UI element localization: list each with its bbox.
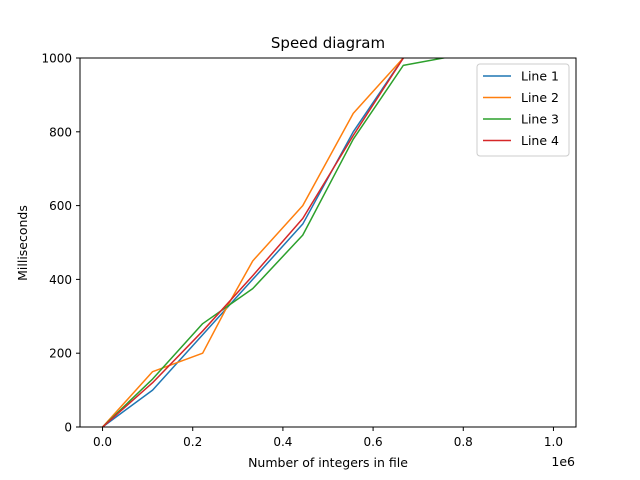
y-tick-label: 200 — [49, 347, 72, 361]
x-axis-ticks: 0.0 0.2 0.4 0.6 0.8 1.0 — [93, 427, 563, 449]
x-axis-offset-label: 1e6 — [551, 454, 575, 469]
y-tick-label: 0 — [64, 421, 72, 435]
x-tick-label: 0.2 — [183, 435, 202, 449]
y-tick-label: 800 — [49, 125, 72, 139]
x-tick-label: 0.6 — [364, 435, 383, 449]
x-tick-label: 0.4 — [273, 435, 292, 449]
x-tick-label: 0.8 — [454, 435, 473, 449]
y-axis-label: Milliseconds — [15, 205, 30, 281]
x-tick-label: 0.0 — [93, 435, 112, 449]
series-line-1 — [101, 58, 405, 427]
y-tick-label: 400 — [49, 273, 72, 287]
x-axis-label: Number of integers in file — [248, 455, 408, 470]
legend-label-4: Line 4 — [521, 133, 559, 148]
legend-label-3: Line 3 — [521, 112, 559, 127]
plot-frame — [79, 57, 577, 428]
legend-box — [476, 63, 570, 157]
legend-label-1: Line 1 — [521, 69, 559, 84]
chart-title: Speed diagram — [271, 34, 385, 52]
series-line-4 — [101, 58, 405, 427]
y-axis-ticks: 0 200 400 600 800 1000 — [41, 52, 80, 435]
series-line-3 — [101, 58, 448, 427]
x-tick-label: 1.0 — [544, 435, 563, 449]
plot-lines — [101, 58, 448, 427]
series-line-2 — [101, 58, 405, 427]
legend-label-2: Line 2 — [521, 90, 559, 105]
legend: Line 1 Line 2 Line 3 Line 4 — [476, 63, 570, 157]
y-tick-label: 600 — [49, 199, 72, 213]
y-tick-label: 1000 — [41, 52, 72, 66]
